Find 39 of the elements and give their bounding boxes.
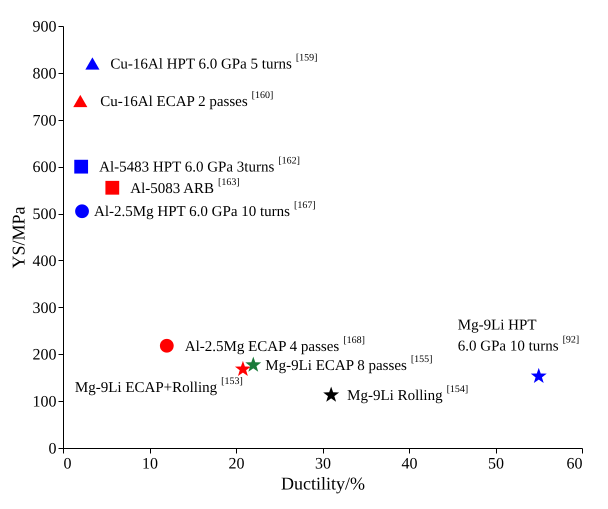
point (160, 338, 174, 353)
y-tick-label: 400 (32, 252, 56, 270)
y-axis-title: YS/MPa (8, 206, 28, 269)
y-tick-label: 500 (32, 206, 56, 224)
x-axis-title: Ductility/% (281, 474, 365, 494)
point (75, 204, 89, 218)
point (530, 368, 547, 384)
y-tick-label: 300 (32, 300, 56, 317)
y-tick-label: 600 (32, 159, 56, 176)
point (85, 57, 100, 70)
x-tick-label: 60 (566, 456, 582, 472)
x-tick-label: 20 (228, 456, 244, 472)
point (74, 160, 88, 174)
point (234, 360, 251, 376)
x-tick-label: 10 (142, 456, 158, 472)
x-tick-label: 50 (488, 456, 504, 472)
x-tick-label: 40 (402, 456, 418, 472)
y-tick-label: 0 (48, 440, 56, 458)
series-label: Cu-16Al ECAP 2 passes [160] (100, 90, 274, 110)
point (73, 94, 88, 108)
series-label: Mg-9Li Rolling [154] (347, 384, 468, 404)
x-tick-label: 0 (64, 456, 72, 472)
y-tick-label: 900 (32, 18, 56, 36)
series-label: Mg-9Li ECAP 8 passes [155] (265, 354, 433, 374)
series-label: Al-5483 HPT 6.0 GPa 3turns [162] (99, 156, 300, 176)
text: Mg-9Li HPT 6.0 GPa 10 turns [92] (458, 317, 580, 354)
series-label: Al-5083 ARB [163] (130, 176, 240, 197)
series-label: Al-2.5Mg ECAP 4 passes [168] (184, 334, 365, 355)
x-tick-label: 30 (315, 456, 331, 472)
series-label: Al-2.5Mg HPT 6.0 GPa 10 turns [167] (94, 200, 316, 220)
series-label: Mg-9Li ECAP+Rolling [153] (74, 376, 243, 396)
y-tick-label: 100 (32, 394, 56, 411)
point (245, 356, 262, 372)
series-label: Cu-16Al HPT 6.0 GPa 5 turns [159] (110, 52, 318, 73)
y-tick-label: 800 (32, 65, 56, 82)
y-tick-label: 700 (32, 112, 56, 130)
point (105, 180, 120, 195)
y-tick-label: 200 (32, 346, 56, 364)
point (323, 386, 340, 402)
